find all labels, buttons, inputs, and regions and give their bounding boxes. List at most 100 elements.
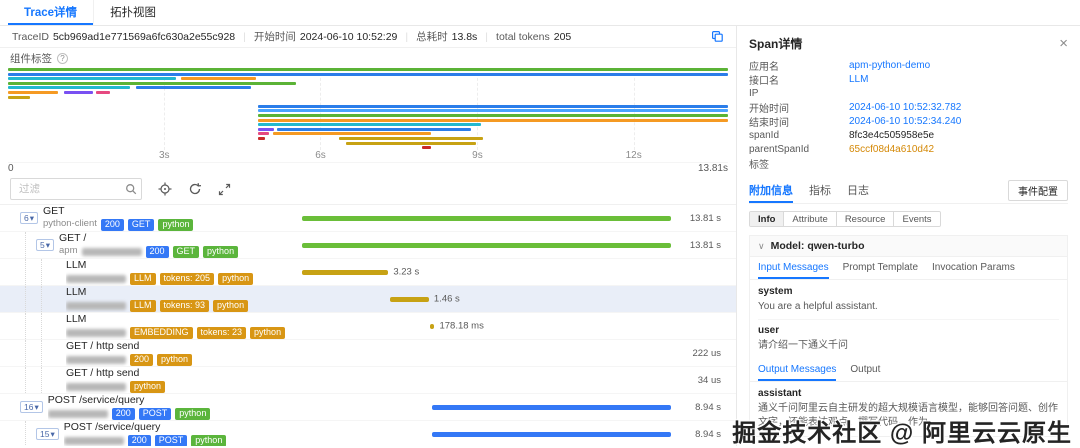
duration-label: 13.81 s (689, 212, 721, 224)
flame-span-bar[interactable] (272, 132, 432, 136)
expander-chip[interactable]: 6 ▾ (20, 212, 39, 224)
flame-span-bar[interactable] (257, 109, 728, 113)
span-row[interactable]: 5 ▾ GET / apm 200 GET python 13.81 s (0, 232, 736, 259)
duration-bar[interactable] (389, 296, 429, 302)
chevron-down-icon: ∨ (758, 240, 765, 251)
span-title: POST /service/query (63, 421, 161, 434)
refresh-icon[interactable] (188, 182, 202, 196)
field-value[interactable]: 2024-06-10 10:52:32.782 (849, 101, 962, 113)
duration-bar[interactable] (432, 404, 671, 410)
flame-span-bar[interactable] (257, 127, 274, 131)
span-row[interactable]: 6 ▾ GET python-client 200 GET python 13.81 s (0, 205, 736, 232)
tab-invocation-params[interactable]: Invocation Params (932, 262, 1015, 273)
subtab-resource[interactable]: Resource (835, 212, 894, 226)
flame-span-bar[interactable] (257, 137, 266, 140)
tab-metrics[interactable]: 指标 (809, 184, 831, 197)
locate-icon[interactable] (158, 182, 172, 196)
flame-span-bar[interactable] (422, 146, 431, 150)
flame-span-bar[interactable] (8, 91, 59, 94)
flame-span-bar[interactable] (8, 81, 296, 85)
flame-span-bar[interactable] (8, 77, 177, 81)
duration-bar[interactable] (429, 323, 435, 329)
model-section-header[interactable]: ∨ Model: qwen-turbo (750, 236, 1067, 257)
event-config-button[interactable]: 事件配置 (1008, 180, 1068, 201)
span-row[interactable]: LLM LLM tokens: 205 python 3.23 s (0, 259, 736, 286)
tree-guide (41, 313, 52, 339)
flame-span-bar[interactable] (257, 123, 482, 127)
filter-input[interactable] (10, 178, 142, 200)
span-row[interactable]: 15 ▾ POST /service/query 200 POST python 8.94 … (0, 421, 736, 446)
span-row-left: LLM LLM tokens: 205 python (20, 259, 302, 285)
tab-prompt-template[interactable]: Prompt Template (842, 262, 919, 273)
output-message-tabs: Output Messages Output (750, 359, 1067, 382)
field-value[interactable]: LLM (849, 73, 869, 85)
time-range-row: 0 13.81s (8, 162, 728, 174)
span-row[interactable]: LLM EMBEDDING tokens: 23 python 178.18 ms (0, 313, 736, 340)
close-icon[interactable]: × (1059, 34, 1068, 52)
expander-chip[interactable]: 16 ▾ (20, 401, 43, 413)
duration-label: 222 us (692, 347, 721, 359)
tab-topology-view[interactable]: 拓扑视图 (93, 0, 172, 25)
flame-span-bar[interactable] (136, 86, 252, 90)
subtab-info[interactable]: Info (750, 212, 784, 226)
span-title: LLM (66, 313, 87, 326)
tab-trace-detail[interactable]: Trace详情 (8, 0, 94, 25)
flame-span-bar[interactable] (257, 104, 728, 108)
message-role: system (758, 286, 793, 297)
tab-logs[interactable]: 日志 (847, 184, 869, 197)
span-subline: LLM tokens: 205 python (66, 272, 254, 285)
span-row-left: GET / http send 200 python (20, 340, 302, 366)
trace-waterfall-pane: TraceID 5cb969ad1e771569a6fc630a2e55c928 |… (0, 26, 737, 446)
field-value[interactable]: apm-python-demo (849, 59, 931, 71)
field-value[interactable]: 2024-06-10 10:52:34.240 (849, 115, 962, 127)
span-row[interactable]: 16 ▾ POST /service/query 200 POST python 8.94 … (0, 394, 736, 421)
flame-span-bar[interactable] (257, 114, 728, 117)
span-badge: python (158, 218, 194, 231)
flame-span-bar[interactable] (8, 86, 131, 90)
message-content: 通义千问阿里云自主研发的超大规模语言模型，能够回答问题、创作文字，还能表达观点、… (758, 403, 1058, 428)
flame-span-bar[interactable] (64, 91, 93, 94)
duration-bar[interactable] (432, 431, 671, 437)
expander-chip[interactable]: 15 ▾ (36, 428, 59, 440)
duration-bar[interactable] (302, 215, 671, 221)
field-label: 接口名 (749, 75, 779, 87)
tree-guide (25, 421, 36, 446)
span-row-left: 5 ▾ GET / apm 200 GET python (20, 232, 302, 258)
flame-span-bar[interactable] (95, 91, 111, 94)
field-value: 65ccf08d4a610d42 (849, 143, 935, 155)
tab-input-messages[interactable]: Input Messages (758, 257, 829, 279)
separator: | (485, 30, 489, 43)
search-icon[interactable] (125, 183, 137, 195)
flame-span-bar[interactable] (8, 68, 728, 71)
service-name: python-client (43, 218, 97, 230)
help-icon[interactable]: ? (57, 53, 68, 64)
duration-bar[interactable] (302, 242, 671, 248)
copy-icon[interactable] (711, 30, 724, 43)
duration-bar[interactable] (302, 269, 389, 275)
flame-span-bar[interactable] (346, 141, 476, 145)
subtab-events[interactable]: Events (893, 212, 940, 226)
span-row[interactable]: LLM LLM tokens: 93 python 1.46 s (0, 286, 736, 313)
tab-output-messages[interactable]: Output Messages (758, 359, 837, 381)
tab-output[interactable]: Output (850, 364, 881, 375)
flame-span-bar[interactable] (276, 127, 471, 131)
flame-span-bar[interactable] (8, 95, 30, 99)
duration-track (302, 340, 671, 366)
span-row[interactable]: GET / http send 200 python 222 us (0, 340, 736, 367)
flame-span-bar[interactable] (257, 132, 270, 136)
span-badge: tokens: 205 (159, 272, 215, 285)
span-name-block: LLM LLM tokens: 93 python (66, 286, 249, 312)
flame-span-bar[interactable] (8, 72, 728, 76)
flame-span-bar[interactable] (257, 118, 728, 122)
subtab-attribute[interactable]: Attribute (783, 212, 836, 226)
flame-span-bar[interactable] (339, 137, 484, 140)
detail-field: 应用名 apm-python-demo (749, 58, 1068, 73)
span-row[interactable]: GET / http send python 34 us (0, 367, 736, 394)
span-title: GET / http send (66, 367, 140, 380)
expand-icon[interactable] (218, 183, 231, 196)
flame-span-bar[interactable] (180, 77, 257, 81)
expander-chip[interactable]: 5 ▾ (36, 239, 55, 251)
tab-additional-info[interactable]: 附加信息 (749, 178, 793, 203)
flame-graph[interactable] (8, 68, 728, 150)
span-name-block: POST /service/query 200 POST python (47, 394, 211, 420)
